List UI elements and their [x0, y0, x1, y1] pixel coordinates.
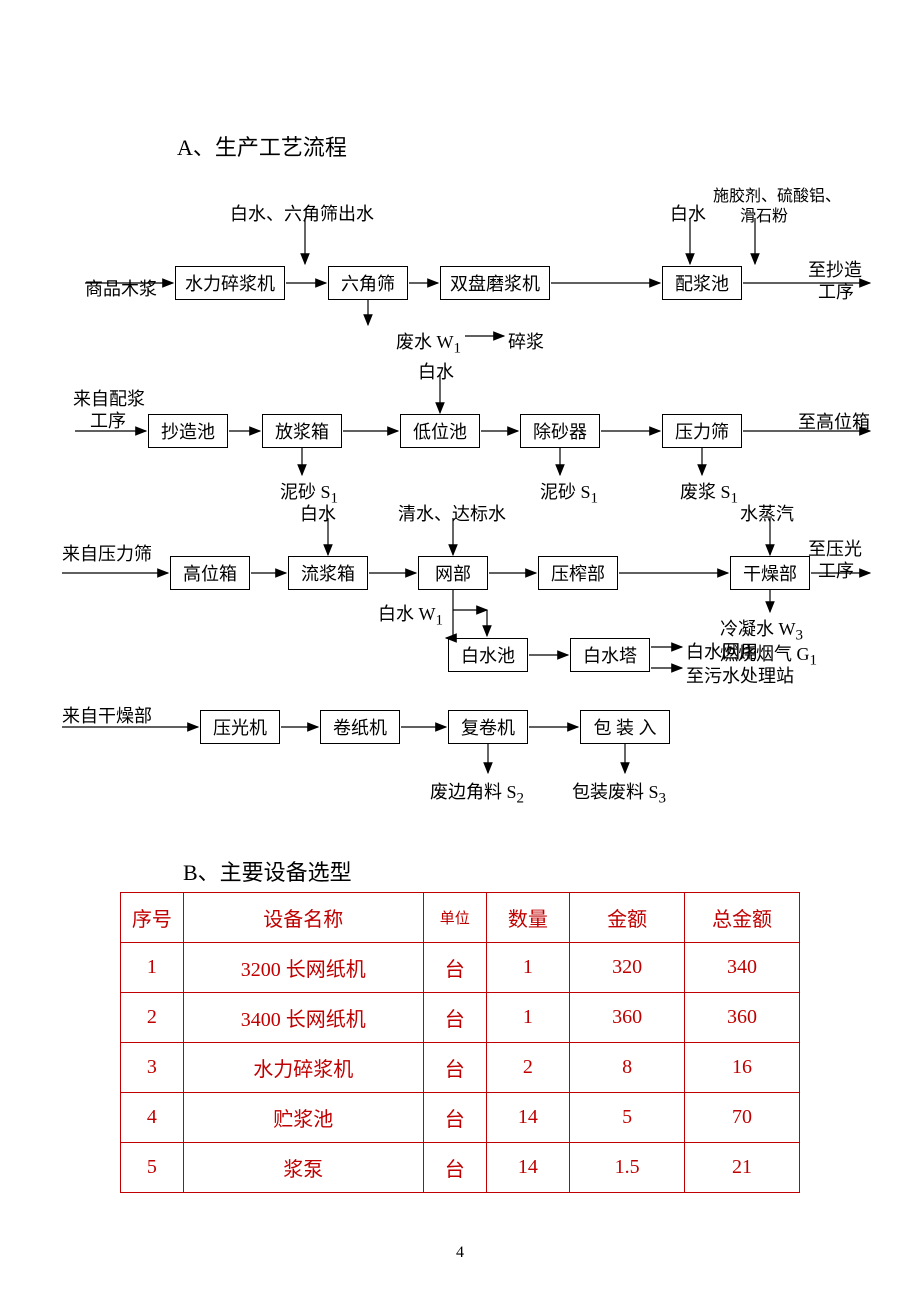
label-broken-pulp: 碎浆: [508, 328, 544, 354]
node-disc-refiner: 双盘磨浆机: [440, 266, 550, 300]
table-row: 3水力碎浆机台2816: [121, 1043, 800, 1093]
table-cell: 3200 长网纸机: [183, 943, 423, 993]
table-cell: 台: [423, 943, 486, 993]
table-cell: 1.5: [570, 1143, 685, 1193]
label-whitewater-3: 白水: [300, 500, 336, 526]
node-packing: 包 装 入: [580, 710, 670, 744]
table-cell: 3400 长网纸机: [183, 993, 423, 1043]
equipment-table-el: 序号设备名称单位数量金额总金额 13200 长网纸机台132034023400 …: [120, 892, 800, 1193]
label-reject-s1: 废浆 S1: [680, 478, 738, 508]
node-whitewater-chest: 白水池: [448, 638, 528, 672]
table-header: 单位: [423, 893, 486, 943]
node-pressure-screen: 压力筛: [662, 414, 742, 448]
node-wire: 网部: [418, 556, 488, 590]
label-to-calender-b: 工序: [818, 557, 854, 583]
node-cleaner: 除砂器: [520, 414, 600, 448]
table-cell: 5: [570, 1093, 685, 1143]
table-cell: 5: [121, 1143, 184, 1193]
node-low-chest: 低位池: [400, 414, 480, 448]
table-header: 序号: [121, 893, 184, 943]
label-whitewater: 白水: [670, 200, 706, 226]
node-headbox: 流浆箱: [288, 556, 368, 590]
table-cell: 360: [570, 993, 685, 1043]
table-row: 13200 长网纸机台1320340: [121, 943, 800, 993]
table-cell: 14: [486, 1093, 570, 1143]
label-steam: 水蒸汽: [740, 500, 794, 526]
node-machine-chest: 抄造池: [148, 414, 228, 448]
label-waste-w1: 废水 W1: [396, 328, 461, 358]
table-cell: 4: [121, 1093, 184, 1143]
node-hydrapulper: 水力碎浆机: [175, 266, 285, 300]
node-whitewater-tower: 白水塔: [570, 638, 650, 672]
table-cell: 台: [423, 993, 486, 1043]
node-hex-screen: 六角筛: [328, 266, 408, 300]
label-pack-s3: 包装废料 S3: [572, 778, 666, 808]
node-stuff-box: 放浆箱: [262, 414, 342, 448]
label-whitewater-2: 白水: [418, 358, 454, 384]
table-cell: 水力碎浆机: [183, 1043, 423, 1093]
label-ww-w1: 白水 W1: [378, 600, 443, 630]
table-row: 5浆泵台141.521: [121, 1143, 800, 1193]
table-cell: 贮浆池: [183, 1093, 423, 1143]
node-dryer: 干燥部: [730, 556, 810, 590]
node-high-box: 高位箱: [170, 556, 250, 590]
table-cell: 2: [121, 993, 184, 1043]
table-cell: 16: [685, 1043, 800, 1093]
label-from-dryer: 来自干燥部: [62, 702, 152, 728]
label-sand-s1-b: 泥砂 S1: [540, 478, 598, 508]
label-freshwater: 清水、达标水: [398, 500, 506, 526]
table-cell: 70: [685, 1093, 800, 1143]
page: A、生产工艺流程 水力碎浆机 六角筛 双盘磨浆机 配浆池 抄造池 放浆箱 低位池…: [0, 0, 920, 1302]
node-calender: 压光机: [200, 710, 280, 744]
table-cell: 14: [486, 1143, 570, 1193]
table-cell: 台: [423, 1143, 486, 1193]
table-cell: 1: [486, 943, 570, 993]
label-whitewater-hex: 白水、六角筛出水: [230, 200, 374, 226]
section-a-title: A、生产工艺流程: [177, 130, 347, 162]
section-b-title: B、主要设备选型: [183, 855, 352, 887]
label-to-wwt: 至污水处理站: [686, 662, 794, 688]
table-cell: 2: [486, 1043, 570, 1093]
page-number: 4: [0, 1244, 920, 1262]
table-header: 设备名称: [183, 893, 423, 943]
node-mixing-chest: 配浆池: [662, 266, 742, 300]
table-cell: 台: [423, 1043, 486, 1093]
label-to-highbox: 至高位箱: [798, 408, 870, 434]
table-cell: 1: [486, 993, 570, 1043]
table-cell: 台: [423, 1093, 486, 1143]
label-from-mix-b: 工序: [90, 407, 126, 433]
table-cell: 浆泵: [183, 1143, 423, 1193]
table-header: 金额: [570, 893, 685, 943]
table-cell: 320: [570, 943, 685, 993]
node-rewinder: 复卷机: [448, 710, 528, 744]
label-to-machine-b: 工序: [818, 278, 854, 304]
label-additives-2: 滑石粉: [740, 202, 788, 226]
table-cell: 8: [570, 1043, 685, 1093]
table-cell: 21: [685, 1143, 800, 1193]
table-row: 4贮浆池台14570: [121, 1093, 800, 1143]
table-cell: 340: [685, 943, 800, 993]
table-cell: 3: [121, 1043, 184, 1093]
label-trim-s2: 废边角料 S2: [430, 778, 524, 808]
label-ww-reuse: 白水回用: [686, 638, 758, 664]
table-header: 数量: [486, 893, 570, 943]
label-from-pressure: 来自压力筛: [62, 540, 152, 566]
table-cell: 360: [685, 993, 800, 1043]
table-cell: 1: [121, 943, 184, 993]
node-winder: 卷纸机: [320, 710, 400, 744]
node-press-sec: 压榨部: [538, 556, 618, 590]
equipment-table: 序号设备名称单位数量金额总金额 13200 长网纸机台132034023400 …: [120, 892, 800, 1193]
table-row: 23400 长网纸机台1360360: [121, 993, 800, 1043]
label-input-pulp: 商品木浆: [85, 275, 157, 301]
table-header: 总金额: [685, 893, 800, 943]
